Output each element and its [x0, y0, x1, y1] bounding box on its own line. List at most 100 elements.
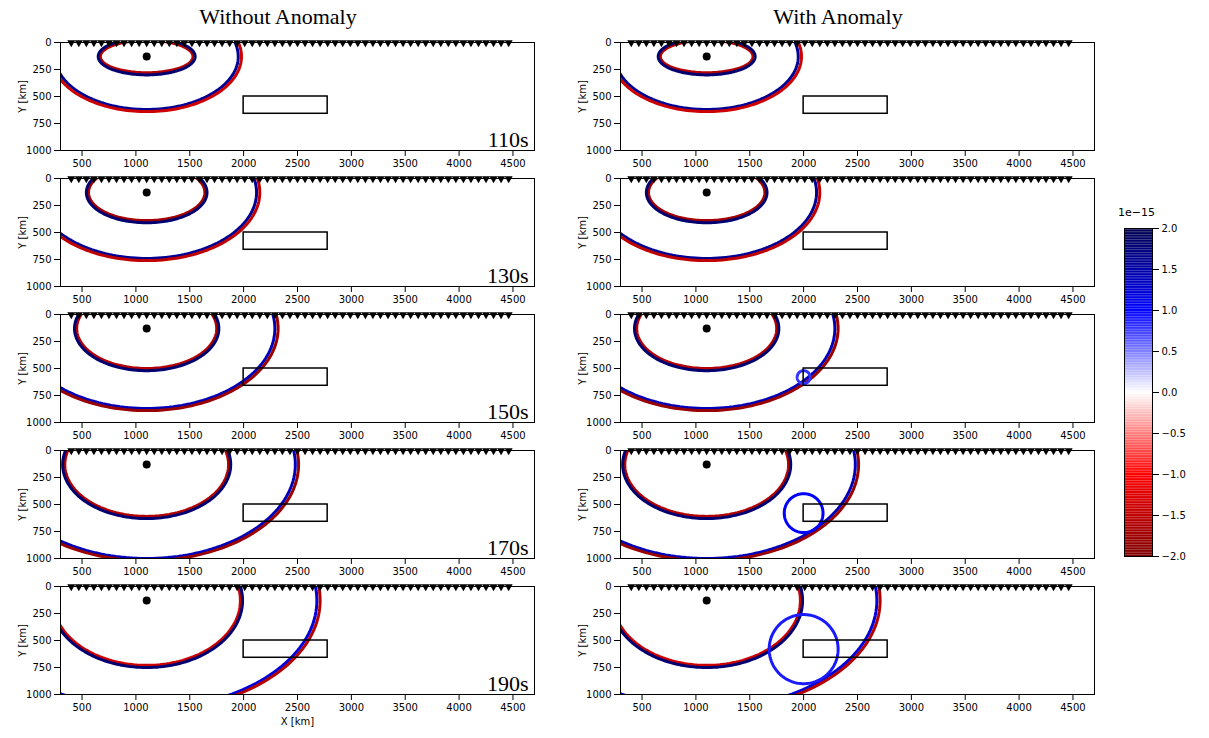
svg-text:3500: 3500: [393, 566, 418, 577]
svg-text:500: 500: [632, 158, 651, 169]
svg-text:4000: 4000: [1006, 702, 1031, 713]
svg-text:Y [km]: Y [km]: [17, 624, 28, 658]
svg-text:4500: 4500: [500, 430, 525, 441]
svg-text:2500: 2500: [845, 430, 870, 441]
svg-text:1000: 1000: [26, 689, 51, 700]
svg-text:1500: 1500: [737, 294, 762, 305]
svg-text:1000: 1000: [26, 553, 51, 564]
svg-text:4000: 4000: [446, 702, 471, 713]
svg-text:1000: 1000: [683, 158, 708, 169]
svg-text:2000: 2000: [791, 702, 816, 713]
svg-text:3500: 3500: [393, 430, 418, 441]
svg-text:2000: 2000: [791, 158, 816, 169]
svg-text:3000: 3000: [339, 702, 364, 713]
svg-text:2.0: 2.0: [1162, 223, 1178, 234]
svg-text:500: 500: [72, 566, 91, 577]
svg-text:2500: 2500: [845, 566, 870, 577]
svg-text:X [km]: X [km]: [281, 716, 314, 727]
svg-text:500: 500: [632, 566, 651, 577]
svg-text:3000: 3000: [899, 158, 924, 169]
svg-text:250: 250: [32, 200, 51, 211]
svg-text:−1.5: −1.5: [1162, 510, 1186, 521]
svg-text:750: 750: [592, 390, 611, 401]
svg-text:3000: 3000: [339, 430, 364, 441]
svg-text:4000: 4000: [446, 566, 471, 577]
svg-text:1500: 1500: [737, 158, 762, 169]
svg-text:1000: 1000: [26, 281, 51, 292]
svg-text:1500: 1500: [737, 566, 762, 577]
svg-text:3500: 3500: [393, 158, 418, 169]
svg-text:500: 500: [592, 91, 611, 102]
svg-text:250: 250: [592, 472, 611, 483]
svg-text:2000: 2000: [231, 294, 256, 305]
svg-text:0: 0: [605, 37, 611, 48]
svg-text:2500: 2500: [285, 430, 310, 441]
svg-text:500: 500: [592, 227, 611, 238]
svg-text:0: 0: [605, 445, 611, 456]
svg-text:500: 500: [592, 363, 611, 374]
svg-text:2500: 2500: [285, 294, 310, 305]
svg-text:1000: 1000: [586, 553, 611, 564]
svg-text:Y [km]: Y [km]: [577, 352, 588, 386]
svg-text:4000: 4000: [1006, 566, 1031, 577]
svg-text:4000: 4000: [446, 294, 471, 305]
svg-text:1500: 1500: [177, 158, 202, 169]
svg-text:3500: 3500: [953, 702, 978, 713]
svg-text:750: 750: [32, 390, 51, 401]
svg-text:500: 500: [72, 430, 91, 441]
svg-text:750: 750: [32, 118, 51, 129]
svg-text:0: 0: [605, 581, 611, 592]
svg-text:750: 750: [592, 118, 611, 129]
svg-text:500: 500: [72, 294, 91, 305]
svg-text:1000: 1000: [586, 145, 611, 156]
svg-text:Y [km]: Y [km]: [577, 216, 588, 250]
svg-text:Y [km]: Y [km]: [17, 352, 28, 386]
svg-text:0: 0: [45, 173, 51, 184]
svg-text:250: 250: [32, 336, 51, 347]
svg-text:4500: 4500: [500, 566, 525, 577]
svg-text:3500: 3500: [393, 294, 418, 305]
svg-text:150s: 150s: [487, 399, 529, 424]
svg-text:500: 500: [32, 499, 51, 510]
svg-text:−1.0: −1.0: [1162, 469, 1186, 480]
svg-text:0: 0: [45, 581, 51, 592]
svg-text:110s: 110s: [488, 127, 529, 152]
svg-text:750: 750: [32, 662, 51, 673]
svg-text:0: 0: [605, 173, 611, 184]
svg-text:1500: 1500: [177, 294, 202, 305]
svg-text:1000: 1000: [123, 158, 148, 169]
svg-text:−0.5: −0.5: [1162, 428, 1186, 439]
svg-text:1500: 1500: [177, 430, 202, 441]
svg-text:2500: 2500: [285, 566, 310, 577]
svg-text:750: 750: [592, 254, 611, 265]
svg-text:2500: 2500: [285, 702, 310, 713]
svg-text:1000: 1000: [586, 281, 611, 292]
svg-text:1000: 1000: [26, 417, 51, 428]
svg-text:0: 0: [45, 445, 51, 456]
svg-text:2000: 2000: [791, 430, 816, 441]
svg-text:4000: 4000: [1006, 158, 1031, 169]
svg-text:1000: 1000: [586, 417, 611, 428]
svg-text:1.0: 1.0: [1162, 305, 1178, 316]
svg-text:1000: 1000: [683, 430, 708, 441]
svg-text:4500: 4500: [1060, 158, 1085, 169]
svg-text:2000: 2000: [231, 430, 256, 441]
svg-text:4000: 4000: [446, 158, 471, 169]
svg-text:0: 0: [45, 309, 51, 320]
svg-text:3000: 3000: [899, 294, 924, 305]
svg-text:0.5: 0.5: [1162, 346, 1178, 357]
svg-text:4500: 4500: [500, 702, 525, 713]
svg-text:2500: 2500: [285, 158, 310, 169]
svg-text:3000: 3000: [339, 566, 364, 577]
svg-text:2500: 2500: [845, 702, 870, 713]
svg-text:4500: 4500: [1060, 294, 1085, 305]
svg-text:4500: 4500: [1060, 430, 1085, 441]
svg-text:3000: 3000: [339, 294, 364, 305]
svg-text:500: 500: [632, 430, 651, 441]
svg-text:3000: 3000: [339, 158, 364, 169]
svg-text:−2.0: −2.0: [1162, 551, 1186, 562]
svg-text:4500: 4500: [500, 294, 525, 305]
svg-text:250: 250: [592, 336, 611, 347]
svg-text:500: 500: [32, 363, 51, 374]
svg-text:Y [km]: Y [km]: [577, 488, 588, 522]
